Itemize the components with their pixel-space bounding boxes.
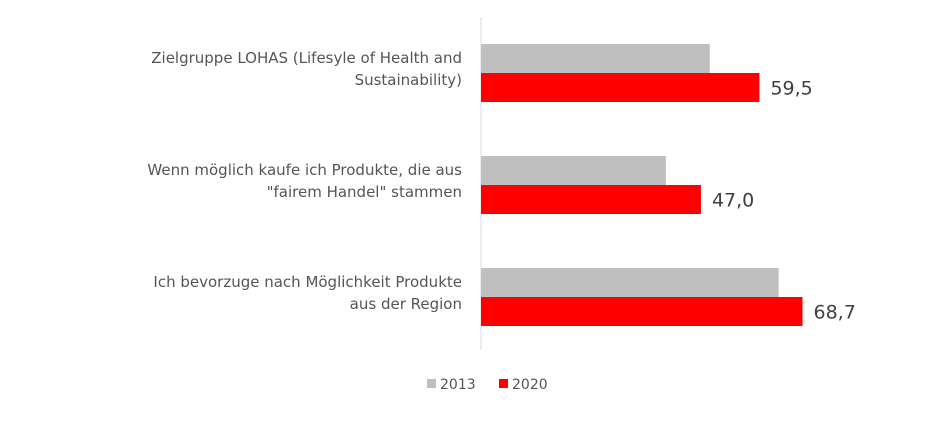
bar-2020-1 (481, 185, 701, 214)
category-labels: Zielgruppe LOHAS (Lifesyle of Health and… (147, 49, 462, 313)
value-label: 47,0 (712, 190, 754, 212)
category-label: Zielgruppe LOHAS (Lifesyle of Health and… (151, 49, 462, 89)
legend-label: 2013 (440, 377, 476, 393)
category-label: Wenn möglich kaufe ich Produkte, die aus… (147, 161, 462, 201)
value-labels: 59,5 47,0 68,7 (712, 78, 856, 324)
legend-swatch-2020 (499, 379, 508, 388)
category-label-line: Sustainability) (355, 71, 462, 89)
category-label: Ich bevorzuge nach Möglichkeit Produkte a… (153, 273, 462, 313)
category-label-line: Wenn möglich kaufe ich Produkte, die aus (147, 161, 462, 179)
value-label: 59,5 (770, 78, 812, 100)
legend-label: 2020 (512, 377, 548, 393)
category-label-line: Zielgruppe LOHAS (Lifesyle of Health and (151, 49, 462, 67)
category-label-line: Ich bevorzuge nach Möglichkeit Produkte (153, 273, 462, 291)
legend-swatch-2013 (427, 379, 436, 388)
bar-2013-2 (481, 268, 779, 297)
value-label: 68,7 (814, 302, 856, 324)
category-label-line: "fairem Handel" stammen (267, 183, 462, 201)
bars (481, 44, 803, 326)
category-label-line: aus der Region (350, 295, 462, 313)
bar-2020-0 (481, 73, 760, 102)
bar-2020-2 (481, 297, 803, 326)
bar-2013-1 (481, 156, 666, 185)
legend: 2013 2020 (427, 377, 548, 393)
bar-2013-0 (481, 44, 710, 73)
